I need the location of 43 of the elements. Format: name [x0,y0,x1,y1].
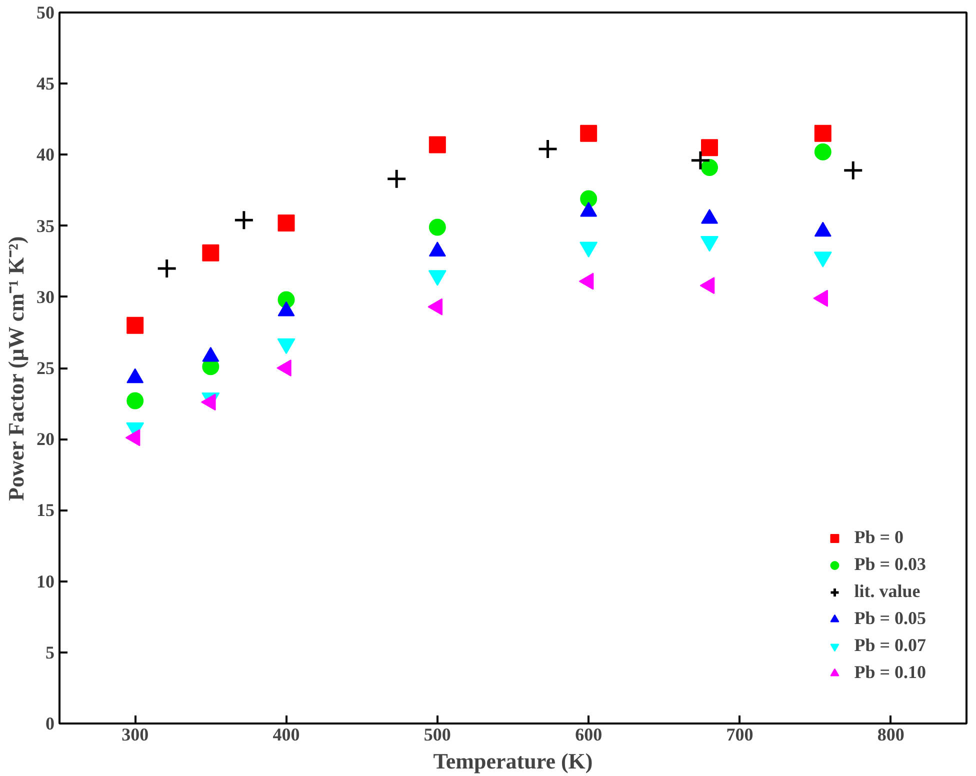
point [428,218,446,236]
x-tick-label: 500 [424,724,451,744]
legend-label: Pb = 0.07 [854,635,926,656]
legend-label: Pb = 0.10 [854,662,926,683]
legend-label: Pb = 0.05 [854,608,926,629]
y-tick-label: 15 [36,500,54,520]
point [701,159,718,176]
point [386,168,407,190]
y-tick-label: 30 [36,286,54,307]
y-tick-label: 20 [36,429,54,450]
point [202,244,220,262]
point [278,214,295,232]
y-tick-label: 50 [36,2,54,22]
point [814,124,832,142]
legend-label: Pb = 0.03 [854,554,926,575]
point [701,139,718,156]
point [428,136,446,154]
point [580,124,598,142]
point [814,143,832,160]
point [538,138,558,160]
y-tick-label: 25 [36,358,54,378]
y-tick-label: 35 [36,216,54,236]
x-tick-label: 800 [877,724,904,744]
point [126,392,144,410]
y-tick-label: 0 [46,714,54,734]
y-tick-label: 5 [46,642,54,662]
y-tick-label: 40 [36,144,54,165]
point [156,258,178,279]
y-axis-title: Power Factor (μW cm⁻¹ K⁻²) [4,236,28,501]
x-tick-label: 400 [272,724,300,744]
x-tick-label: 700 [726,724,754,744]
legend-label: lit. value [854,581,920,602]
y-tick-label: 10 [36,571,54,592]
legend-label: Pb = 0 [854,527,904,548]
point [126,316,144,334]
x-tick-label: 300 [122,724,149,744]
x-tick-label: 600 [575,724,602,744]
x-axis-title: Temperature (K) [433,748,593,774]
point [580,190,598,208]
point [690,150,711,171]
point [234,210,254,230]
y-tick-label: 45 [36,74,54,94]
point [842,160,864,181]
